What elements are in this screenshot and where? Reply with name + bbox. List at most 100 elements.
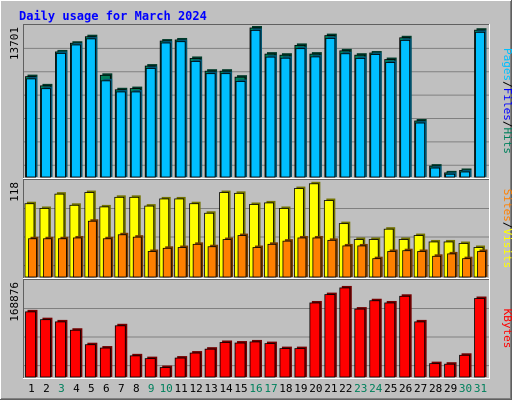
bar-kbytes-day-2 — [40, 317, 53, 378]
y-legend-hits: Pages/Files/Hits — [501, 48, 512, 154]
x-tick-label-day-3: 3 — [58, 382, 65, 395]
bar-sites-day-13 — [207, 244, 219, 278]
x-tick-label-day-10: 10 — [160, 382, 173, 395]
bar-sites-day-20 — [312, 235, 323, 278]
bar-files-day-23 — [355, 56, 367, 178]
x-tick-label-day-8: 8 — [133, 382, 140, 395]
bar-kbytes-day-21 — [324, 292, 337, 378]
bar-files-day-2 — [41, 86, 53, 178]
bar-kbytes-day-28 — [429, 361, 442, 378]
x-tick-label-day-17: 17 — [264, 382, 277, 395]
bar-files-day-21 — [325, 36, 337, 178]
bar-files-day-5 — [85, 36, 98, 178]
bar-kbytes-day-23 — [354, 307, 367, 378]
bar-files-day-22 — [340, 51, 352, 178]
bar-sites-day-30 — [462, 256, 473, 278]
bar-kbytes-day-6 — [99, 346, 113, 378]
bar-files-day-31 — [475, 30, 487, 178]
x-tick-label-day-11: 11 — [175, 382, 188, 395]
bar-kbytes-day-16 — [249, 339, 262, 378]
bar-sites-day-8 — [132, 235, 144, 278]
x-tick-label-day-19: 19 — [294, 382, 307, 395]
x-tick-label-day-18: 18 — [279, 382, 292, 395]
bar-sites-day-1 — [28, 236, 39, 278]
bar-sites-day-22 — [342, 243, 353, 278]
x-tick-label-day-23: 23 — [354, 382, 367, 395]
x-tick-label-day-29: 29 — [444, 382, 457, 395]
bar-files-day-27 — [415, 121, 427, 178]
bar-files-day-19 — [295, 46, 307, 178]
x-tick-label-day-2: 2 — [43, 382, 50, 395]
bar-files-day-4 — [71, 42, 83, 178]
bar-sites-day-16 — [252, 245, 263, 278]
x-tick-label-day-5: 5 — [88, 382, 95, 395]
x-tick-label-day-26: 26 — [399, 382, 412, 395]
x-tick-label-day-15: 15 — [234, 382, 247, 395]
x-tick-label-day-7: 7 — [118, 382, 125, 395]
bar-kbytes-day-8 — [129, 353, 143, 378]
bar-files-day-17 — [265, 55, 277, 178]
panel-kbytes: 168876 KBytes — [8, 279, 512, 379]
bar-files-day-6 — [100, 78, 113, 178]
bar-sites-day-23 — [357, 243, 368, 278]
bar-files-day-9 — [145, 66, 158, 178]
bar-files-day-8 — [130, 89, 143, 178]
bar-files-day-30 — [460, 169, 472, 178]
bar-files-day-25 — [385, 60, 397, 178]
bar-kbytes-day-19 — [294, 346, 307, 378]
x-tick-label-day-6: 6 — [103, 382, 110, 395]
chart-panels: 13701 Pages/Files/Hits 118 Sites/Visits 1688… — [8, 24, 512, 379]
x-tick-label-day-13: 13 — [204, 382, 217, 395]
y-tick-max-hits: 13701 — [8, 27, 21, 60]
x-tick-label-day-27: 27 — [414, 382, 427, 395]
bar-kbytes-day-17 — [264, 341, 277, 378]
bar-sites-day-10 — [162, 246, 174, 278]
bar-sites-day-9 — [147, 249, 159, 278]
bar-files-day-24 — [370, 52, 382, 178]
x-tick-label-day-21: 21 — [324, 382, 337, 395]
bar-kbytes-day-11 — [174, 356, 188, 378]
bar-sites-day-6 — [102, 236, 114, 278]
bar-sites-day-31 — [477, 249, 488, 278]
x-tick-label-day-12: 12 — [190, 382, 203, 395]
bar-sites-day-21 — [327, 238, 338, 278]
bar-kbytes-day-26 — [399, 294, 412, 378]
bar-files-day-18 — [280, 56, 292, 178]
bar-files-day-14 — [220, 71, 233, 178]
bar-files-day-16 — [250, 28, 262, 178]
bar-files-day-1 — [26, 76, 38, 178]
x-axis-labels: 1 2 3 4 5 6 7 8 9 10 11 12 13 14 15 16 17 18 19 20 21 22 23 24 2… — [28, 382, 487, 395]
bar-kbytes-day-4 — [70, 328, 83, 378]
bar-sites-day-7 — [117, 232, 129, 278]
x-tick-label-day-30: 30 — [459, 382, 472, 395]
panel-visits: 118 Sites/Visits — [8, 179, 512, 279]
bar-sites-day-17 — [267, 242, 278, 278]
bar-sites-day-14 — [222, 237, 234, 278]
bar-kbytes-day-9 — [144, 356, 158, 378]
bar-sites-day-27 — [417, 249, 428, 278]
bar-sites-day-5 — [87, 219, 99, 278]
bar-sites-day-26 — [402, 248, 413, 278]
x-tick-label-day-9: 9 — [148, 382, 155, 395]
bar-kbytes-day-7 — [114, 323, 128, 378]
bar-sites-day-19 — [297, 235, 308, 278]
x-tick-label-day-20: 20 — [309, 382, 322, 395]
bar-kbytes-day-25 — [384, 300, 397, 378]
bar-files-day-10 — [160, 41, 173, 178]
bar-sites-day-2 — [43, 236, 54, 278]
bar-kbytes-day-30 — [459, 353, 472, 378]
bar-kbytes-day-22 — [339, 285, 352, 378]
y-legend-visits: Sites/Visits — [501, 189, 512, 269]
bar-sites-day-3 — [58, 236, 69, 278]
bar-files-day-28 — [430, 166, 442, 178]
panel-hits: 13701 Pages/Files/Hits — [8, 24, 512, 179]
bar-files-day-11 — [175, 39, 188, 178]
x-tick-label-day-31: 31 — [474, 382, 487, 395]
x-tick-label-day-14: 14 — [219, 382, 233, 395]
bar-files-day-29 — [445, 172, 457, 178]
bar-kbytes-day-29 — [444, 362, 457, 378]
x-tick-label-day-1: 1 — [28, 382, 35, 395]
bar-kbytes-day-5 — [84, 342, 98, 378]
bar-kbytes-day-10 — [159, 365, 173, 378]
